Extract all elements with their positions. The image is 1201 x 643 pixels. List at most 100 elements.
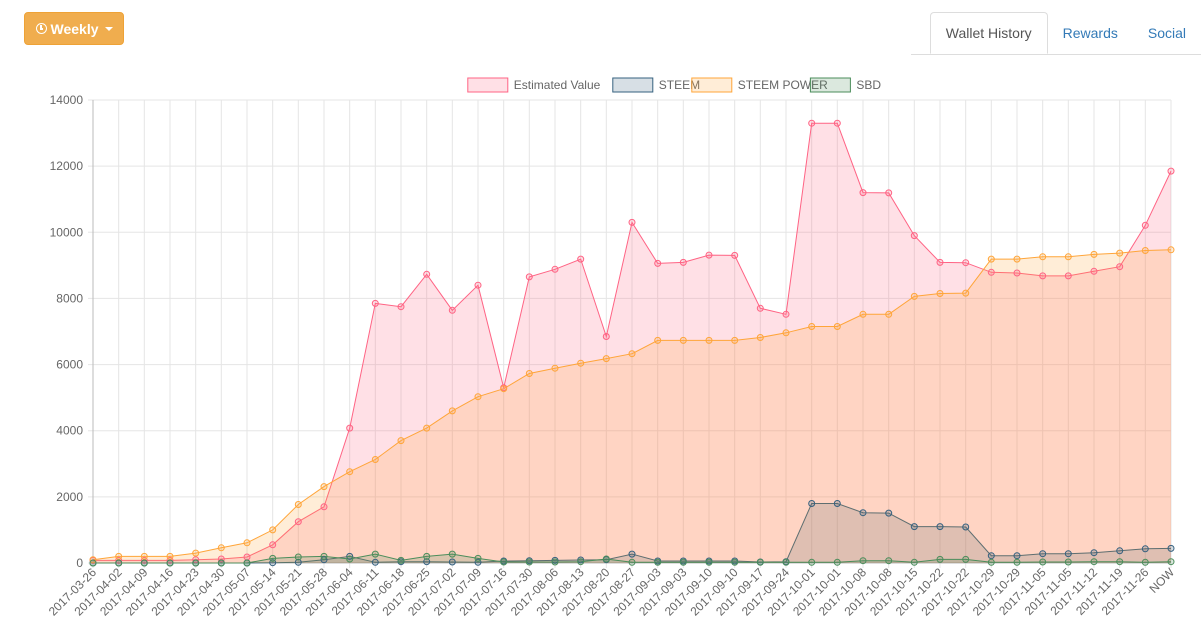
data-point-steem-power[interactable] <box>1116 249 1124 257</box>
data-point-estimated-value[interactable] <box>1116 263 1124 271</box>
data-point-estimated-value[interactable] <box>1039 272 1047 280</box>
legend-label-sbd[interactable]: SBD <box>856 78 881 92</box>
data-point-steem[interactable] <box>1064 550 1072 558</box>
data-point-sbd[interactable] <box>1141 558 1149 566</box>
data-point-steem-power[interactable] <box>885 310 893 318</box>
data-point-sbd[interactable] <box>654 558 662 566</box>
data-point-estimated-value[interactable] <box>320 503 328 511</box>
data-point-sbd[interactable] <box>1064 558 1072 566</box>
data-point-sbd[interactable] <box>910 558 918 566</box>
data-point-sbd[interactable] <box>962 555 970 563</box>
data-point-steem[interactable] <box>987 552 995 560</box>
legend-label-estimated-value[interactable]: Estimated Value <box>514 78 601 92</box>
data-point-steem-power[interactable] <box>962 289 970 297</box>
data-point-steem-power[interactable] <box>910 292 918 300</box>
data-point-steem[interactable] <box>808 500 816 507</box>
data-point-estimated-value[interactable] <box>1090 267 1098 275</box>
data-point-steem-power[interactable] <box>936 290 944 297</box>
legend-swatch-steem-power[interactable] <box>691 77 733 93</box>
data-point-sbd[interactable] <box>346 555 354 563</box>
data-point-estimated-value[interactable] <box>346 424 354 432</box>
data-point-steem-power[interactable] <box>731 336 739 344</box>
data-point-steem[interactable] <box>1116 547 1124 555</box>
data-point-steem[interactable] <box>1141 545 1149 553</box>
data-point-steem-power[interactable] <box>371 456 379 463</box>
data-point-steem[interactable] <box>910 523 918 531</box>
data-point-steem-power[interactable] <box>448 407 456 415</box>
data-point-estimated-value[interactable] <box>1141 221 1149 229</box>
data-point-steem-power[interactable] <box>217 544 225 552</box>
data-point-sbd[interactable] <box>243 559 251 567</box>
data-point-sbd[interactable] <box>602 555 610 563</box>
data-point-sbd[interactable] <box>1167 558 1175 566</box>
tab-rewards[interactable]: Rewards <box>1062 24 1118 41</box>
data-point-sbd[interactable] <box>500 558 508 566</box>
data-point-steem-power[interactable] <box>654 336 662 344</box>
data-point-steem-power[interactable] <box>1141 247 1149 254</box>
data-point-estimated-value[interactable] <box>756 304 764 312</box>
data-point-sbd[interactable] <box>1039 558 1047 566</box>
data-point-steem-power[interactable] <box>140 552 148 560</box>
data-point-steem[interactable] <box>936 523 944 531</box>
tab-social[interactable]: Social <box>1147 24 1186 41</box>
data-point-estimated-value[interactable] <box>577 255 585 263</box>
data-point-sbd[interactable] <box>679 558 687 566</box>
data-point-estimated-value[interactable] <box>525 273 533 281</box>
data-point-estimated-value[interactable] <box>987 268 995 276</box>
data-point-sbd[interactable] <box>89 559 97 567</box>
data-point-steem[interactable] <box>1090 549 1098 557</box>
data-point-steem[interactable] <box>885 509 893 517</box>
data-point-steem-power[interactable] <box>423 424 431 432</box>
data-point-estimated-value[interactable] <box>602 333 610 340</box>
data-point-steem-power[interactable] <box>192 549 200 557</box>
legend-swatch-steem[interactable] <box>612 77 654 93</box>
data-point-estimated-value[interactable] <box>1167 167 1175 175</box>
data-point-sbd[interactable] <box>423 552 431 560</box>
data-point-steem-power[interactable] <box>346 468 354 476</box>
data-point-sbd[interactable] <box>885 557 893 565</box>
data-point-estimated-value[interactable] <box>679 258 687 266</box>
legend-swatch-sbd[interactable] <box>809 77 851 93</box>
data-point-estimated-value[interactable] <box>628 218 636 226</box>
data-point-estimated-value[interactable] <box>808 119 816 127</box>
data-point-sbd[interactable] <box>1116 558 1124 566</box>
data-point-steem-power[interactable] <box>1013 255 1021 263</box>
data-point-estimated-value[interactable] <box>705 251 713 259</box>
data-point-estimated-value[interactable] <box>1064 272 1072 280</box>
data-point-sbd[interactable] <box>731 558 739 566</box>
data-point-steem-power[interactable] <box>166 552 174 560</box>
data-point-steem[interactable] <box>962 523 970 531</box>
data-point-sbd[interactable] <box>987 558 995 566</box>
data-point-steem-power[interactable] <box>1039 253 1047 261</box>
data-point-estimated-value[interactable] <box>269 541 277 549</box>
data-point-steem[interactable] <box>448 558 456 566</box>
data-point-steem-power[interactable] <box>500 385 508 393</box>
data-point-steem[interactable] <box>628 550 636 558</box>
data-point-steem-power[interactable] <box>269 526 277 534</box>
legend-label-steem-power[interactable]: STEEM POWER <box>738 78 828 92</box>
data-point-steem-power[interactable] <box>859 310 867 318</box>
data-point-steem-power[interactable] <box>705 336 713 344</box>
data-point-steem-power[interactable] <box>294 501 302 508</box>
data-point-steem[interactable] <box>859 509 867 517</box>
data-point-sbd[interactable] <box>628 558 636 566</box>
data-point-steem-power[interactable] <box>833 323 841 330</box>
data-point-steem-power[interactable] <box>397 437 405 445</box>
data-point-steem-power[interactable] <box>808 323 816 330</box>
data-point-estimated-value[interactable] <box>1013 269 1021 277</box>
data-point-sbd[interactable] <box>525 558 533 566</box>
data-point-steem-power[interactable] <box>243 539 251 547</box>
data-point-estimated-value[interactable] <box>910 232 918 240</box>
data-point-sbd[interactable] <box>577 558 585 566</box>
data-point-sbd[interactable] <box>166 559 174 567</box>
data-point-sbd[interactable] <box>397 556 405 564</box>
data-point-estimated-value[interactable] <box>423 270 431 278</box>
data-point-sbd[interactable] <box>474 554 482 562</box>
data-point-sbd[interactable] <box>782 558 790 566</box>
data-point-estimated-value[interactable] <box>551 265 559 273</box>
data-point-steem-power[interactable] <box>320 483 328 491</box>
data-point-sbd[interactable] <box>448 550 456 558</box>
data-point-sbd[interactable] <box>115 559 123 567</box>
data-point-estimated-value[interactable] <box>936 258 944 266</box>
data-point-steem-power[interactable] <box>1090 250 1098 258</box>
